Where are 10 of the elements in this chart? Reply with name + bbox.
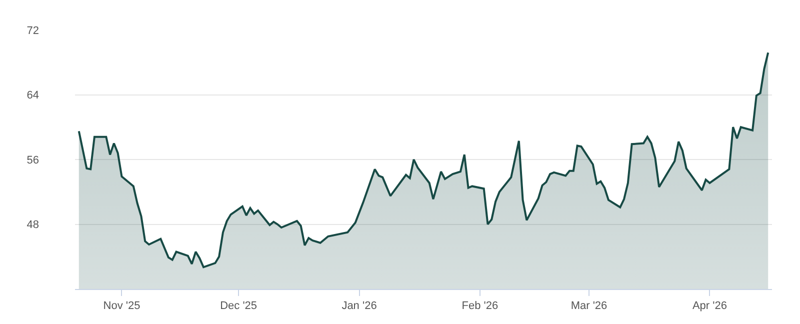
x-tick-label: Mar '26 [570, 300, 608, 312]
x-tick-label: Apr '26 [692, 300, 727, 312]
y-tick-label: 48 [26, 219, 39, 232]
x-tick-label: Feb '26 [462, 300, 498, 312]
y-tick-label: 64 [26, 90, 39, 102]
x-tick-label: Jan '26 [342, 300, 377, 312]
y-tick-label: 56 [26, 154, 39, 166]
x-tick-label: Nov '25 [103, 300, 140, 312]
y-tick-label: 72 [26, 24, 39, 37]
x-tick-label: Dec '25 [220, 300, 258, 312]
